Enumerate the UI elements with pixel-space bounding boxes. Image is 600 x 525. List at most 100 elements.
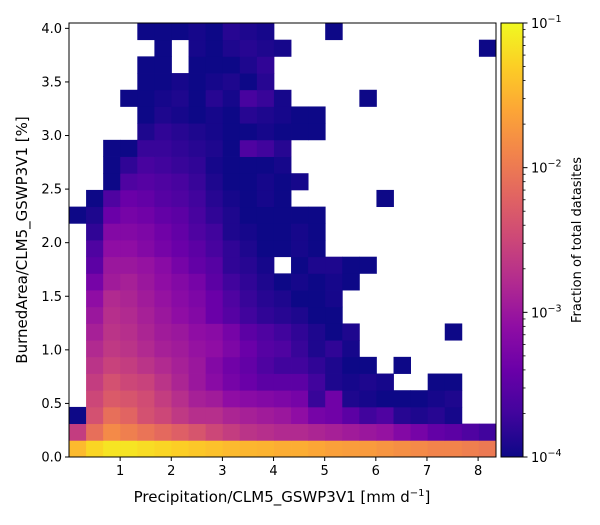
heatmap-cell [239,273,258,291]
heatmap-cell [461,440,480,458]
heatmap-cell [273,139,292,157]
heatmap-cell [222,340,241,358]
heatmap-cell [256,256,275,274]
heatmap-cell [256,223,275,241]
heatmap-cell [239,139,258,157]
heatmap-cell [188,273,207,291]
heatmap-cell [256,240,275,258]
heatmap-cell [291,340,309,358]
x-tick-label: 4 [269,464,277,479]
heatmap-cell [222,89,241,107]
heatmap-cell [308,340,326,358]
heatmap-cell [239,423,258,441]
heatmap-cell [103,323,121,341]
heatmap-cell [188,189,207,208]
heatmap-cell [120,173,138,191]
colorbar-tick-label: 10−1 [531,14,562,32]
heatmap-cell [205,390,224,408]
heatmap-cell [103,223,121,241]
heatmap-cell [171,189,189,208]
heatmap-cell [376,406,394,425]
heatmap-cell [308,256,326,274]
heatmap-cell [308,306,326,324]
heatmap-cell [154,390,172,408]
heatmap-cell [376,189,394,208]
heatmap-cell [137,440,155,458]
heatmap-cell [205,423,224,441]
heatmap-cell [478,423,497,441]
heatmap-cell [239,106,258,124]
y-axis: 0.0 0.5 1.0 1.5 2.0 2.5 3.0 3.5 4.0 [41,22,69,466]
heatmap-cells [69,23,497,458]
heatmap-cell [188,306,207,324]
heatmap-cell [427,390,446,408]
heatmap-cell [205,106,224,124]
heatmap-cell [120,189,138,208]
heatmap-cell [273,356,292,374]
heatmap-cell [427,423,446,441]
heatmap-cell [222,440,241,458]
heatmap-cell [239,306,258,324]
heatmap-cell [171,306,189,324]
heatmap-cell [325,306,343,324]
heatmap-cell [137,206,155,224]
heatmap-cell [308,423,326,441]
heatmap-cell [325,273,343,291]
heatmap-cell [103,290,121,308]
heatmap-cell [120,306,138,324]
heatmap-cell [154,256,172,274]
heatmap-cell [171,156,189,174]
heatmap-cell [154,290,172,308]
heatmap-cell [205,340,224,358]
heatmap-cell [444,406,463,425]
heatmap-cell [239,373,258,391]
heatmap-cell [478,440,497,458]
heatmap-cell [171,73,189,91]
heatmap-cell [86,373,104,391]
heatmap-cell [410,440,429,458]
heatmap-cell [103,440,121,458]
heatmap-cell [137,423,155,441]
heatmap-cell [273,89,292,107]
x-axis: 1 2 3 4 5 6 7 8 [116,457,482,479]
heatmap-cell [359,256,377,274]
heatmap-cell [222,206,241,224]
heatmap-cell [171,423,189,441]
heatmap-cell [103,390,121,408]
heatmap-cell [273,406,292,425]
heatmap-cell [86,256,104,274]
heatmap-cell [103,173,121,191]
heatmap-cell [86,423,104,441]
heatmap-cell [222,56,241,74]
heatmap-cell [393,423,411,441]
heatmap-cell [325,356,343,374]
heatmap-cell [308,123,326,141]
heatmap-cell [120,290,138,308]
heatmap-cell [478,39,497,57]
heatmap-cell [256,440,275,458]
heatmap-cell [154,440,172,458]
heatmap-cell [137,406,155,425]
heatmap-cell [171,23,189,41]
x-tick-label: 6 [372,464,380,479]
heatmap-cell [239,89,258,107]
heatmap-cell [86,440,104,458]
heatmap-cell [103,240,121,258]
heatmap-cell [205,23,224,41]
heatmap-cell [86,223,104,241]
heatmap-cell [120,323,138,341]
heatmap-cell [188,139,207,157]
heatmap-cell [273,123,292,141]
heatmap-cell [120,156,138,174]
heatmap-cell [222,423,241,441]
x-tick-label: 2 [167,464,175,479]
heatmap-cell [171,273,189,291]
heatmap-cell [325,390,343,408]
heatmap-cell [239,73,258,91]
heatmap-cell [120,256,138,274]
heatmap-cell [239,390,258,408]
heatmap-cell [239,23,258,41]
heatmap-cell [376,390,394,408]
y-tick-label: 1.5 [41,290,62,305]
